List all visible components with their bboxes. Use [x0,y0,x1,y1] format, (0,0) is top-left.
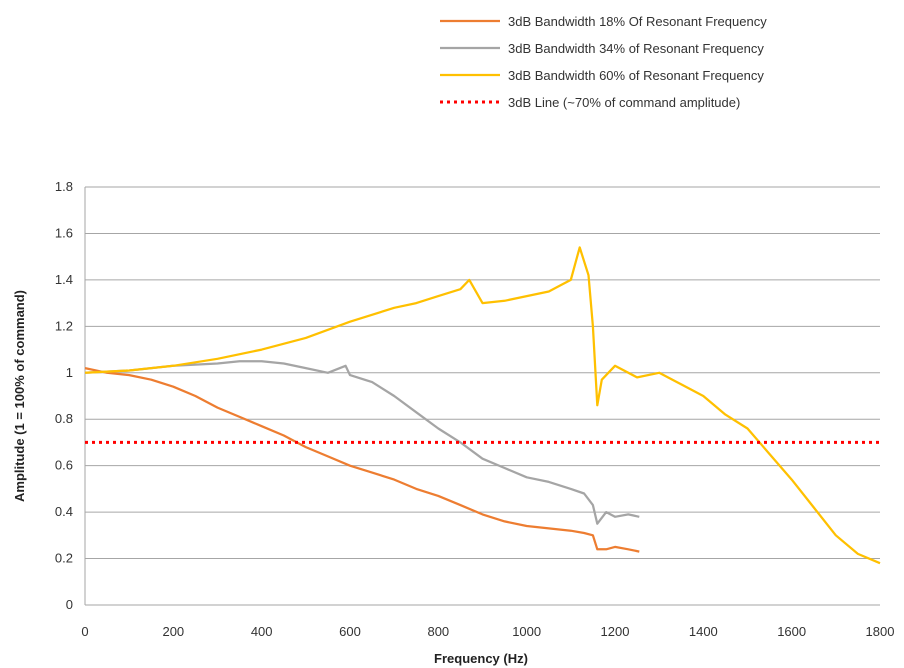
legend: 3dB Bandwidth 18% Of Resonant Frequency 3… [440,14,767,110]
y-tick-label: 1.2 [55,318,73,333]
legend-item: 3dB Line (~70% of command amplitude) [440,95,740,110]
x-tick-label: 1200 [601,624,630,639]
x-axis-ticks: 0 200 400 600 800 1000 1200 1400 1600 1800 [81,624,894,639]
x-tick-label: 1600 [777,624,806,639]
legend-label: 3dB Bandwidth 34% of Resonant Frequency [508,41,764,56]
x-tick-label: 600 [339,624,361,639]
legend-item: 3dB Bandwidth 60% of Resonant Frequency [440,68,764,83]
x-tick-label: 1000 [512,624,541,639]
legend-item: 3dB Bandwidth 18% Of Resonant Frequency [440,14,767,29]
series-lines [84,246,881,565]
x-axis-title: Frequency (Hz) [434,651,528,666]
y-tick-label: 0 [66,597,73,612]
x-tick-label: 1800 [866,624,895,639]
y-axis-title: Amplitude (1 = 100% of command) [12,290,27,502]
series-line-1 [84,366,640,553]
legend-label: 3dB Bandwidth 18% Of Resonant Frequency [508,14,767,29]
legend-item: 3dB Bandwidth 34% of Resonant Frequency [440,41,764,56]
y-tick-label: 1 [66,365,73,380]
y-tick-label: 0.4 [55,504,73,519]
y-tick-label: 1.6 [55,225,73,240]
series-line-3 [84,246,881,565]
x-tick-label: 800 [427,624,449,639]
legend-label: 3dB Bandwidth 60% of Resonant Frequency [508,68,764,83]
y-axis-ticks: 0 0.2 0.4 0.6 0.8 1 1.2 1.4 1.6 1.8 [55,179,73,612]
x-tick-label: 1400 [689,624,718,639]
x-tick-label: 200 [162,624,184,639]
y-tick-label: 0.8 [55,411,73,426]
gridlines [84,186,880,606]
y-tick-label: 1.4 [55,272,73,287]
y-tick-label: 0.2 [55,551,73,566]
y-tick-label: 1.8 [55,179,73,194]
x-tick-label: 400 [251,624,273,639]
x-tick-label: 0 [81,624,88,639]
series-line-2 [84,360,640,525]
legend-label: 3dB Line (~70% of command amplitude) [508,95,740,110]
y-tick-label: 0.6 [55,458,73,473]
